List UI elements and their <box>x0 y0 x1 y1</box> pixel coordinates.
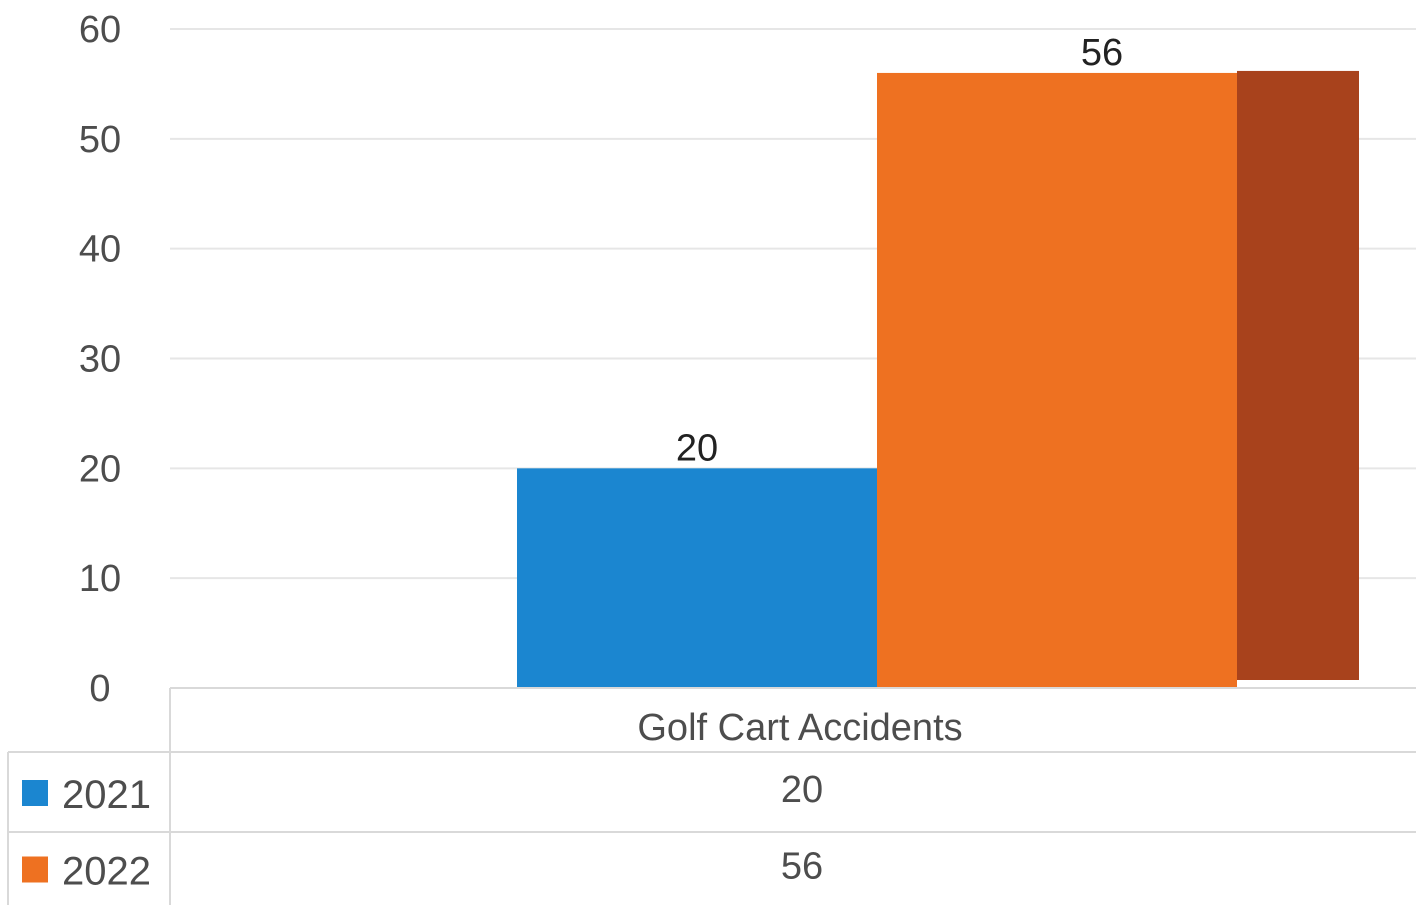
table-value: 56 <box>781 846 823 888</box>
y-axis-ticks: 0 10 20 30 40 50 60 <box>79 9 121 710</box>
x-category-label: Golf Cart Accidents <box>637 707 962 749</box>
y-tick-label: 60 <box>79 9 121 51</box>
y-tick-label: 0 <box>89 668 110 710</box>
data-label: 20 <box>676 427 718 469</box>
y-tick-label: 20 <box>79 448 121 490</box>
y-tick-label: 50 <box>79 119 121 161</box>
legend-swatch <box>22 780 48 806</box>
data-table: Golf Cart Accidents 2021 20 2022 56 <box>7 687 1416 905</box>
bars <box>517 70 1359 688</box>
legend-series-label: 2021 <box>62 773 151 817</box>
data-label: 56 <box>1081 32 1123 74</box>
bar-2022 <box>877 72 1237 688</box>
y-tick-label: 30 <box>79 339 121 381</box>
bar-2021 <box>517 468 877 688</box>
legend-swatch <box>22 856 48 883</box>
legend-series-label: 2022 <box>62 850 151 894</box>
bar-side-shade <box>1237 70 1359 680</box>
table-value: 20 <box>781 769 823 811</box>
y-tick-label: 40 <box>79 229 121 271</box>
y-tick-label: 10 <box>79 558 121 600</box>
